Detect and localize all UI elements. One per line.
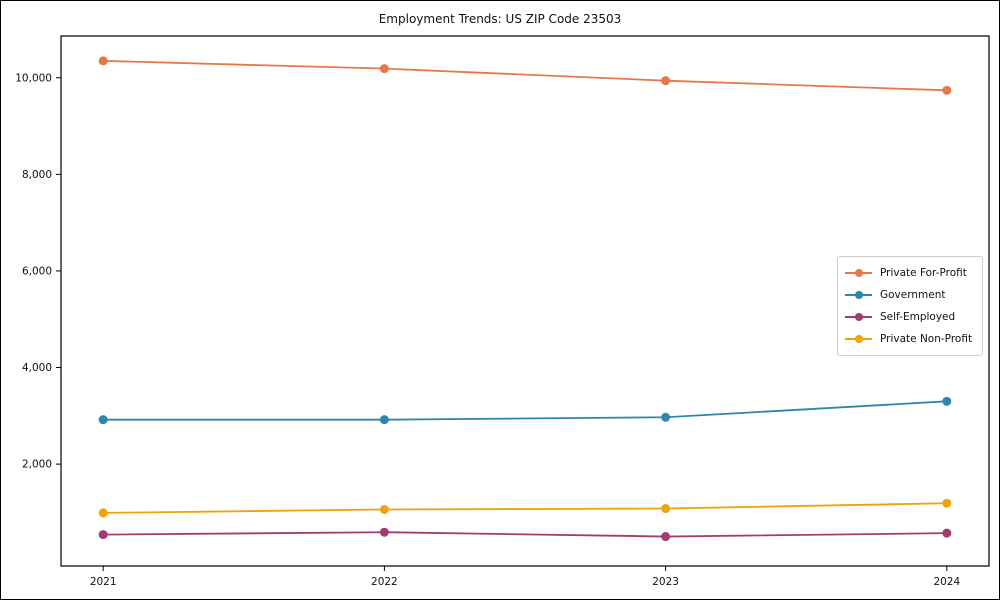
y-tick-label: 2,000 [22,459,52,471]
data-point [942,528,952,538]
data-point [942,85,952,95]
legend-item: Self-Employed [845,306,974,328]
legend-item: Private Non-Profit [845,328,974,350]
series-line-private-non-profit [103,502,947,514]
data-point [98,415,108,425]
legend-line-marker-icon [845,290,872,300]
data-point [379,504,389,514]
legend-label: Private For-Profit [880,267,967,279]
data-point [98,530,108,540]
data-point [942,396,952,406]
legend-label: Self-Employed [880,311,956,323]
x-tick-label: 2022 [371,576,398,588]
series-line-government [103,400,947,421]
y-tick-label: 6,000 [22,265,52,277]
legend-line-marker-icon [845,312,872,322]
legend-line-marker-icon [845,334,872,344]
legend-line-marker-icon [845,268,872,278]
data-point [379,527,389,537]
data-point [661,532,671,542]
legend: Private For-Profit Government Self-Employe… [837,256,983,356]
x-tick-label: 2024 [933,576,960,588]
data-point [98,508,108,518]
y-tick-label: 4,000 [22,362,52,374]
chart-title: Employment Trends: US ZIP Code 23503 [378,12,622,26]
x-tick-label: 2021 [90,576,117,588]
data-point [98,56,108,66]
data-point [942,498,952,508]
data-point [379,64,389,74]
legend-label: Government [880,289,946,301]
data-point [661,76,671,86]
legend-item: Government [845,284,974,306]
series-line-self-employed [103,531,947,538]
data-point [661,504,671,514]
y-tick-label: 10,000 [15,72,52,84]
plot-frame [60,35,990,567]
legend-item: Private For-Profit [845,262,974,284]
legend-label: Private Non-Profit [880,333,973,345]
data-point [379,415,389,425]
y-tick-label: 8,000 [22,169,52,181]
x-tick-label: 2023 [652,576,679,588]
data-point [661,412,671,422]
series-line-private-for-profit [103,59,947,92]
